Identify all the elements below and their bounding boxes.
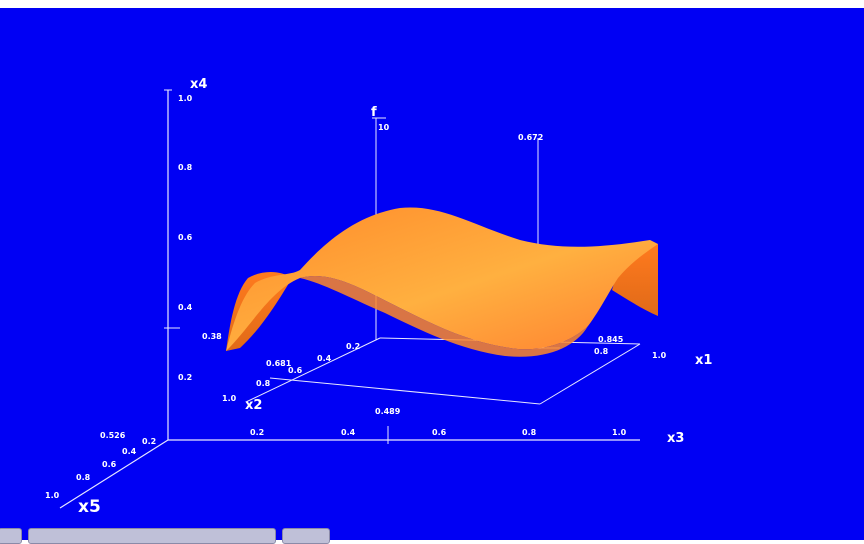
x2-tick-0-4: 0.4	[317, 354, 332, 363]
x4-tick-marker: 0.38	[202, 332, 222, 341]
toolbar-button-1[interactable]	[0, 528, 22, 544]
f-axis-label: f	[371, 105, 377, 120]
x1-axis-ticks: 0.845 0.8 1.0	[594, 335, 667, 360]
floor-right-edge	[539, 343, 641, 405]
x2-tick-marker: 0.681	[266, 359, 292, 368]
x2-tick-0-6: 0.6	[288, 366, 303, 375]
surface-front-shade	[300, 276, 588, 357]
x4-tick-0-8: 0.8	[178, 163, 193, 172]
surface-top[interactable]	[226, 207, 658, 351]
toolbar-button-2[interactable]	[28, 528, 276, 544]
plot-canvas[interactable]: 1.0 0.8 0.6 0.4 0.38 0.2 x4 f 10 0.672 0…	[0, 8, 864, 540]
x3-tick-1-0: 1.0	[612, 428, 627, 437]
x2-axis-line	[245, 337, 381, 403]
x4-tick-0-2: 0.2	[178, 373, 192, 382]
surface-side-right	[612, 244, 658, 316]
f-tick-10: 10	[378, 123, 390, 132]
x2-tick-1-0: 1.0	[222, 394, 237, 403]
x3-tick-0-2: 0.2	[250, 428, 264, 437]
floor-front-edge	[269, 377, 541, 405]
x3-tick-0-8: 0.8	[522, 428, 537, 437]
x2-axis-ticks: 0.2 0.4 0.6 0.681 0.8 1.0	[222, 342, 360, 403]
x5-tick-1-0: 1.0	[45, 491, 60, 500]
x5-tick-marker: 0.526	[100, 431, 126, 440]
x5-axis-ticks: 0.526 0.2 0.4 0.6 0.8 1.0	[45, 431, 156, 500]
x1-axis-label: x1	[695, 353, 712, 368]
x1-tick-1-0: 1.0	[652, 351, 667, 360]
x1-tick-0-8: 0.8	[594, 347, 609, 356]
x5-tick-0-8: 0.8	[76, 473, 91, 482]
x4-tick-0-4: 0.4	[178, 303, 193, 312]
x5-tick-0-4: 0.4	[122, 447, 137, 456]
x2-tick-0-2: 0.2	[346, 342, 360, 351]
x3-tick-0-6: 0.6	[432, 428, 447, 437]
x5-tick-0-6: 0.6	[102, 460, 117, 469]
x1-tick-marker: 0.845	[598, 335, 624, 344]
x4-axis-ticks: 1.0 0.8 0.6 0.4 0.38 0.2	[178, 94, 222, 382]
x4-axis-label: x4	[190, 77, 207, 92]
x5-tick-0-2: 0.2	[142, 437, 156, 446]
x2-axis-label: x2	[245, 398, 262, 413]
x3-tick-marker: 0.489	[375, 407, 401, 416]
x3-axis-label: x3	[667, 431, 684, 446]
surface-plot[interactable]: 1.0 0.8 0.6 0.4 0.38 0.2 x4 f 10 0.672 0…	[0, 8, 864, 540]
x3-axis-ticks: 0.2 0.4 0.6 0.8 1.0 0.489	[250, 407, 627, 437]
x3-tick-0-4: 0.4	[341, 428, 356, 437]
x4-tick-0-6: 0.6	[178, 233, 193, 242]
x2-tick-0-8: 0.8	[256, 379, 271, 388]
x5-axis-line	[59, 439, 169, 509]
x4-tick-1-0: 1.0	[178, 94, 193, 103]
x5-axis-label: x5	[78, 497, 101, 517]
f-marker-label: 0.672	[518, 133, 543, 142]
toolbar-button-3[interactable]	[282, 528, 330, 544]
